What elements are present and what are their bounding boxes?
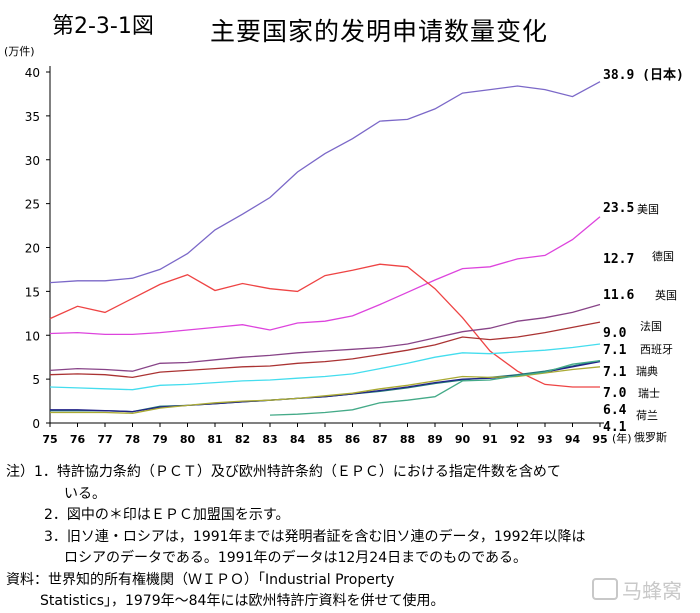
y-tick-label: 25: [25, 198, 40, 212]
x-tick-label: 76: [70, 433, 86, 446]
series-line: [49, 303, 601, 372]
y-tick-label: 40: [25, 66, 40, 80]
x-tick-label: 88: [400, 433, 415, 446]
x-tick-label: 93: [537, 433, 552, 446]
series-name-label: 法国: [640, 319, 662, 333]
note-3-line-1: 3．旧ソ連・ロシアは，1991年までは発明者証を含む旧ソ連のデータ，1992年以…: [44, 528, 586, 545]
note-prefix: 注）: [6, 464, 34, 480]
y-tick-label: 20: [25, 242, 40, 256]
series-line: [49, 321, 601, 379]
x-tick-label: 75: [42, 433, 57, 446]
series-name-label: 瑞典: [636, 364, 658, 378]
x-tick-label: 79: [152, 433, 167, 446]
x-tick-label: 84: [290, 433, 306, 446]
series-end-value: 7.1: [603, 343, 627, 358]
series-line: [49, 343, 601, 391]
x-tick-label: 78: [125, 433, 140, 446]
notes-block: 注）1．特許協力条約（ＰＣＴ）及び欧州特許条約（ＥＰＣ）における指定件数を含めて…: [6, 462, 585, 613]
series-end-value: 7.0: [603, 386, 627, 401]
series-line: [49, 263, 600, 388]
x-tick-label: 86: [345, 433, 361, 446]
series-end-value: 7.1: [603, 365, 627, 380]
note-3-line-2: ロシアのデータである。1991年のデータは12月24日までのものである。: [64, 550, 527, 566]
y-tick-label: 35: [25, 110, 40, 124]
y-tick-label: 30: [25, 154, 40, 168]
x-tick-label: 77: [97, 433, 112, 446]
x-tick-label: 92: [510, 433, 525, 446]
x-tick-label: 87: [372, 433, 387, 446]
axes: 0 5 10 15 20 25 30 35 40 75 76 77 78 79 80 81 82 83 84 85 86…: [25, 66, 608, 446]
note-1: 注）1．特許協力条約（ＰＣＴ）及び欧州特許条約（ＥＰＣ）における指定件数を含めて: [6, 462, 585, 484]
series-end-value: 23.5: [603, 201, 634, 216]
series-end-value: 12.7: [603, 252, 634, 267]
watermark-text: 马蜂窝: [622, 579, 682, 603]
x-tick-label: 90: [455, 433, 471, 446]
watermark: 马蜂窝: [592, 575, 682, 604]
source-line-2: Statistics」，1979年～84年には欧州特許庁資料を併せて使用。: [40, 593, 445, 609]
series-name-label: 德国: [652, 249, 674, 263]
series-end-value: 4.1: [603, 420, 627, 435]
series-end-value: 11.6: [603, 288, 634, 303]
chart-title: 主要国家的发明申请数量变化: [210, 17, 549, 46]
y-tick-label: 0: [32, 417, 40, 431]
x-tick-label: 81: [207, 433, 222, 446]
y-axis-label: (万件): [4, 45, 35, 58]
x-tick-label: 85: [317, 433, 332, 446]
note-1-line-1: 1．特許協力条約（ＰＣＴ）及び欧州特許条約（ＥＰＣ）における指定件数を含めて: [34, 464, 561, 480]
x-tick-label: 94: [565, 433, 581, 446]
x-tick-label: 83: [262, 433, 277, 446]
series-name-label: 英国: [655, 288, 677, 302]
x-tick-label: 82: [235, 433, 250, 446]
series-line: [50, 360, 601, 413]
x-axis-label: (年): [612, 431, 632, 445]
x-tick-label: 80: [180, 433, 196, 446]
line-chart: (万件) (年) 0 5 10 15 20 25 30 35 40 75 76 77 78 79 80 81 8…: [4, 45, 684, 446]
series-name-label: 荷兰: [636, 409, 658, 422]
series-name-label: 俄罗斯: [634, 431, 667, 444]
x-tick-label: 91: [482, 433, 497, 446]
source-line-1: 資料：世界知的所有権機関（ＷＩＰＯ）「Industrial Property: [6, 571, 395, 588]
x-tick-label: 95: [592, 433, 607, 446]
y-tick-label: 15: [25, 285, 40, 299]
series-labels: 38.9 (日本) 23.5 美国 12.7 德国 11.6 英国 9.0 法国 7.1 西班牙 7.…: [603, 67, 684, 444]
note-1-line-2: いる。: [64, 485, 106, 502]
series-line: [50, 360, 601, 413]
plot-area: [49, 81, 601, 416]
series-end-value: 9.0: [603, 326, 627, 341]
series-end-value: 6.4: [603, 403, 627, 418]
note-2: 2．図中の＊印はＥＰＣ加盟国を示す。: [44, 507, 290, 523]
series-line: [269, 360, 601, 416]
series-end-value: 38.9 (日本): [603, 67, 684, 83]
series-line: [49, 216, 601, 336]
series-line: [49, 81, 601, 284]
figure-label: 第2-3-1図: [52, 14, 154, 39]
series-name-label: 西班牙: [640, 343, 673, 356]
y-tick-label: 5: [32, 373, 40, 387]
x-tick-label: 89: [427, 433, 442, 446]
y-tick-label: 10: [25, 329, 40, 343]
watermark-logo-icon: [592, 578, 618, 600]
series-name-label: 美国: [637, 203, 659, 216]
series-name-label: 瑞士: [638, 386, 660, 400]
